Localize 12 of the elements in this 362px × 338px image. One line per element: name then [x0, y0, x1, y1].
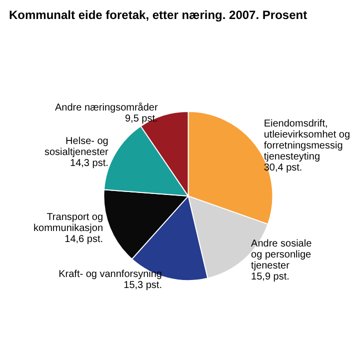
data-label: 14,3 pst. — [70, 158, 108, 170]
slice-label: Eiendomsdrift, utleievirksomhet og forretningsmessig tjenesteyting — [264, 118, 350, 163]
slice-label: Transport og kommunikasjon — [34, 212, 104, 234]
data-label: 14,6 pst. — [64, 234, 104, 245]
data-label: 15,9 pst. — [251, 271, 290, 282]
data-label: 15,3 pst. — [124, 280, 162, 291]
slice-label: Andre sosiale og personlige tjenester — [251, 238, 312, 272]
slice-label: Helse- og sosialtjenester — [44, 136, 110, 158]
slice-label: Kraft- og vannforsyning — [58, 268, 162, 280]
slice-label: Andre næringsområder — [54, 101, 158, 114]
data-label: 9,5 pst. — [124, 113, 158, 124]
chart-title: Kommunalt eide foretak, etter næring. 2007. Prosent — [9, 8, 308, 22]
